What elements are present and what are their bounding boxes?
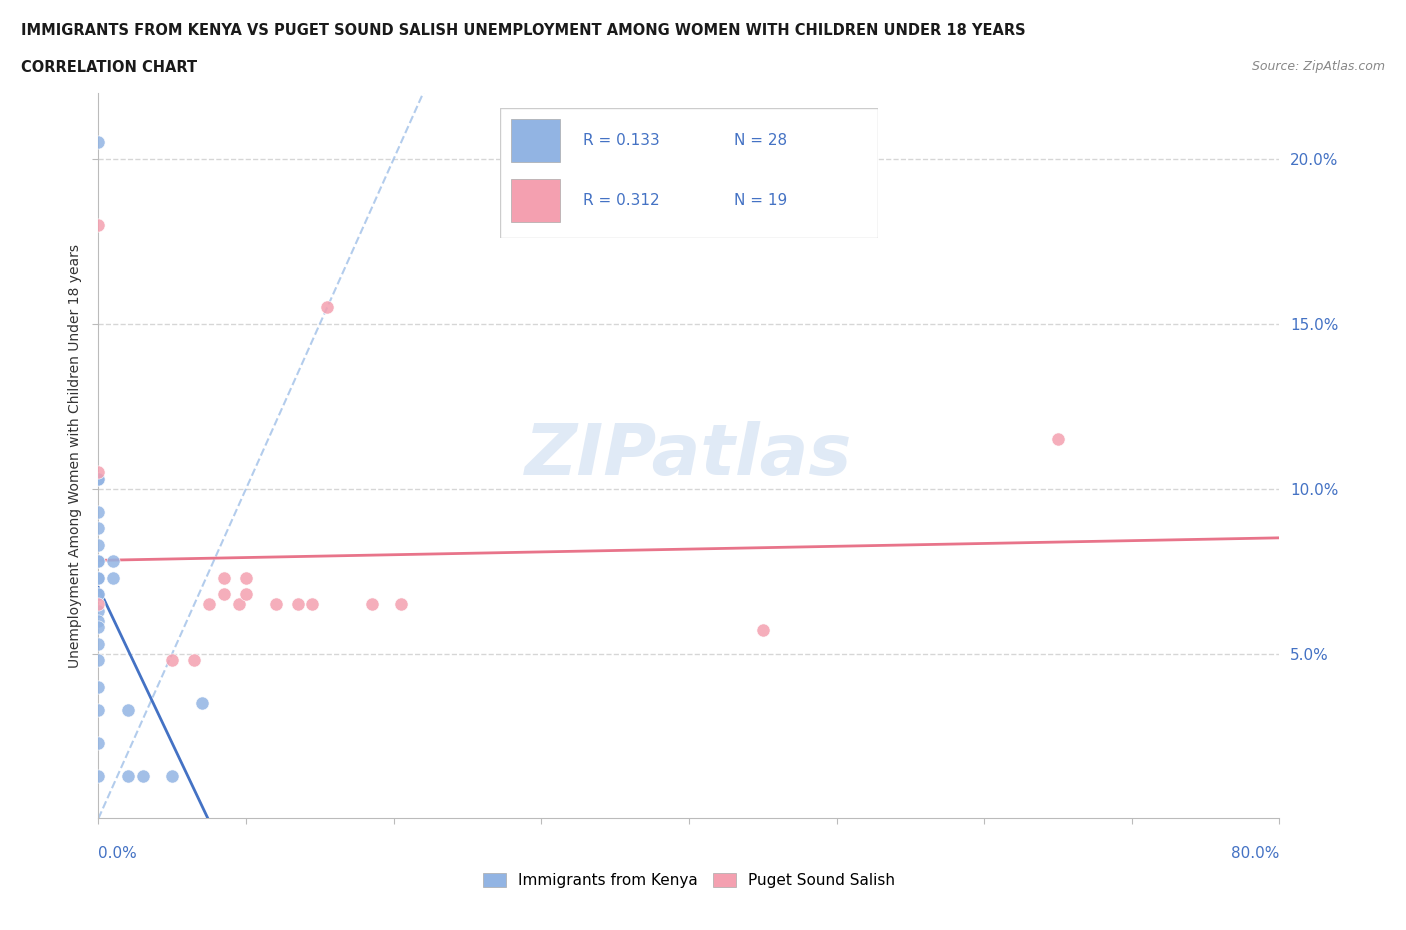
Point bbox=[191, 696, 214, 711]
Point bbox=[316, 299, 339, 314]
Point bbox=[87, 587, 110, 602]
Point bbox=[87, 613, 110, 628]
Point bbox=[117, 768, 139, 783]
Point bbox=[198, 597, 221, 612]
Point bbox=[751, 623, 773, 638]
Point bbox=[212, 570, 235, 585]
Legend: Immigrants from Kenya, Puget Sound Salish: Immigrants from Kenya, Puget Sound Salis… bbox=[477, 867, 901, 894]
Point bbox=[132, 768, 155, 783]
Point bbox=[228, 597, 250, 612]
Point bbox=[87, 619, 110, 634]
Text: CORRELATION CHART: CORRELATION CHART bbox=[21, 60, 197, 75]
Point bbox=[103, 553, 125, 568]
Point bbox=[162, 768, 183, 783]
Text: 80.0%: 80.0% bbox=[1232, 846, 1279, 861]
Point bbox=[87, 679, 110, 694]
Point bbox=[162, 653, 183, 668]
Point bbox=[87, 504, 110, 519]
Point bbox=[87, 553, 110, 568]
Point bbox=[103, 570, 125, 585]
Point bbox=[183, 653, 205, 668]
Point bbox=[87, 472, 110, 486]
Point bbox=[264, 597, 287, 612]
Point bbox=[87, 604, 110, 618]
Point bbox=[87, 553, 110, 568]
Text: IMMIGRANTS FROM KENYA VS PUGET SOUND SALISH UNEMPLOYMENT AMONG WOMEN WITH CHILDR: IMMIGRANTS FROM KENYA VS PUGET SOUND SAL… bbox=[21, 23, 1026, 38]
Text: 0.0%: 0.0% bbox=[98, 846, 138, 861]
Point bbox=[87, 135, 110, 150]
Point bbox=[87, 636, 110, 651]
Point bbox=[235, 587, 257, 602]
Point bbox=[87, 538, 110, 552]
Point bbox=[87, 521, 110, 536]
Text: Source: ZipAtlas.com: Source: ZipAtlas.com bbox=[1251, 60, 1385, 73]
Point bbox=[87, 653, 110, 668]
Point bbox=[389, 597, 412, 612]
Point bbox=[117, 702, 139, 717]
Point bbox=[87, 570, 110, 585]
Y-axis label: Unemployment Among Women with Children Under 18 years: Unemployment Among Women with Children U… bbox=[67, 244, 82, 668]
Text: ZIPatlas: ZIPatlas bbox=[526, 421, 852, 490]
Point bbox=[87, 465, 110, 480]
Point bbox=[87, 218, 110, 232]
Point bbox=[87, 587, 110, 602]
Point bbox=[87, 597, 110, 612]
Point bbox=[87, 702, 110, 717]
Point bbox=[235, 570, 257, 585]
Point bbox=[87, 472, 110, 486]
Point bbox=[87, 570, 110, 585]
Point bbox=[87, 768, 110, 783]
Point bbox=[301, 597, 323, 612]
Point bbox=[287, 597, 309, 612]
Point bbox=[1046, 432, 1069, 446]
Point bbox=[212, 587, 235, 602]
Point bbox=[360, 597, 382, 612]
Point bbox=[87, 735, 110, 750]
